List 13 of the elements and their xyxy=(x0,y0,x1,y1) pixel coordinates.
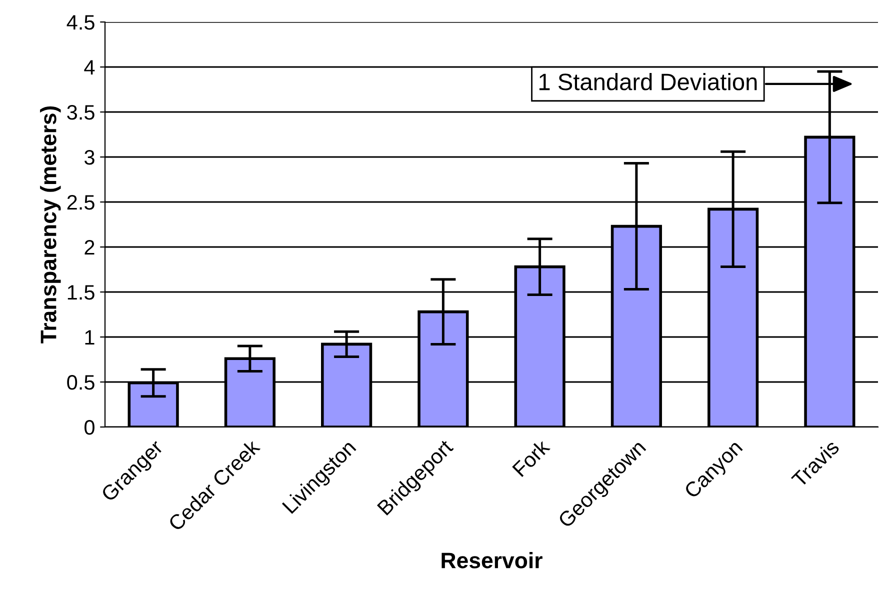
y-tick-label: 0 xyxy=(84,420,94,435)
y-tick-label: 3.5 xyxy=(67,105,94,120)
y-tick-label: 3 xyxy=(84,150,94,165)
y-tick-label: 4.5 xyxy=(66,15,94,30)
annotation: 1 Standard Deviation xyxy=(539,72,757,90)
y-tick-label: 4 xyxy=(84,60,95,75)
y-tick-label: 2 xyxy=(84,240,94,255)
y-tick-label: 1 xyxy=(85,330,94,345)
y-tick-label: 0.5 xyxy=(67,375,94,390)
y-tick-label: 2.5 xyxy=(67,195,94,210)
y-tick-label: 1.5 xyxy=(68,285,94,300)
y-axis-title: Transparency (meters) xyxy=(40,106,61,344)
x-axis-title: Reservoir xyxy=(442,552,542,568)
